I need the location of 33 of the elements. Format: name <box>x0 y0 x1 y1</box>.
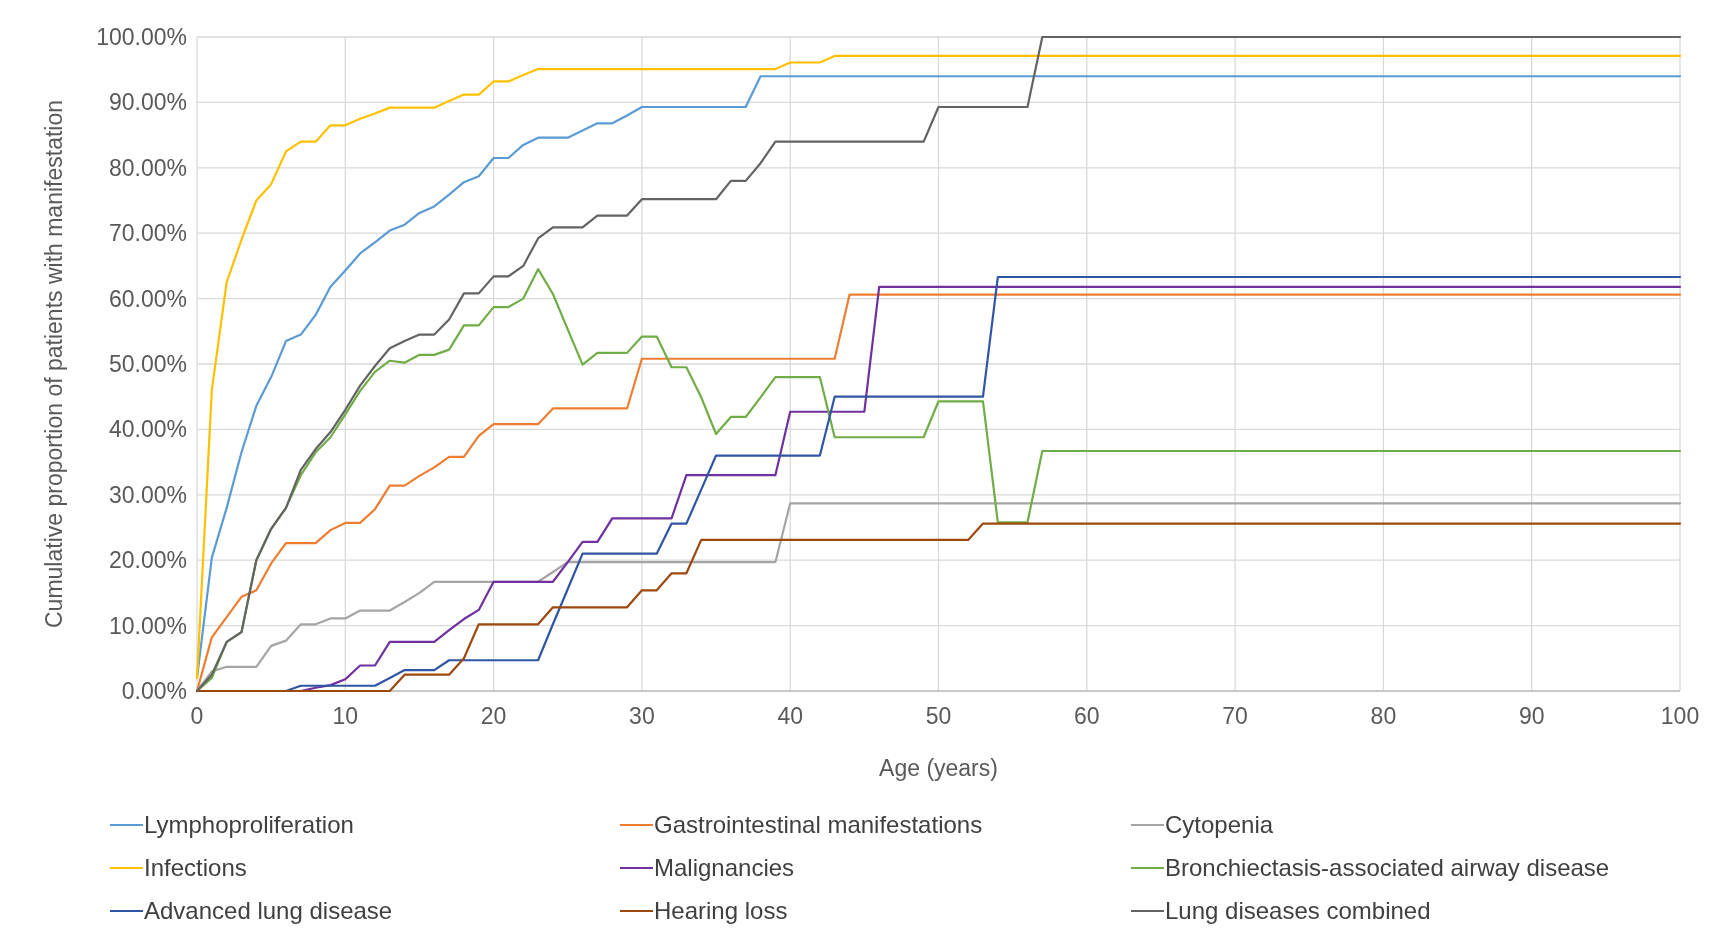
x-tick-label: 10 <box>332 703 359 729</box>
y-axis-title: Cumulative proportion of patients with manifestation <box>41 99 67 629</box>
y-tick-label: 50.00% <box>108 351 187 378</box>
y-tick-label: 90.00% <box>108 89 187 116</box>
legend-label: Lung diseases combined <box>1165 897 1431 925</box>
y-tick-label: 20.00% <box>108 547 187 574</box>
x-axis-title: Age (years) <box>879 755 998 781</box>
x-tick-label: 70 <box>1222 703 1248 729</box>
x-tick-label: 80 <box>1370 703 1397 729</box>
y-tick-label: 40.00% <box>108 416 187 443</box>
y-tick-label: 100.00% <box>96 24 187 51</box>
x-tick-label: 50 <box>925 703 952 729</box>
x-tick-label: 60 <box>1074 703 1100 729</box>
legend-label: Gastrointestinal manifestations <box>654 811 983 839</box>
x-tick-label: 100 <box>1660 703 1700 729</box>
y-tick-label: 60.00% <box>108 285 187 312</box>
x-tick-label: 20 <box>480 703 507 729</box>
legend-label: Malignancies <box>654 854 795 882</box>
y-tick-label: 80.00% <box>108 154 187 181</box>
x-tick-label: 90 <box>1518 703 1545 729</box>
y-tick-label: 0.00% <box>121 678 187 705</box>
legend-label: Cytopenia <box>1165 811 1274 839</box>
x-tick-label: 40 <box>777 703 803 729</box>
legend-label: Hearing loss <box>654 897 788 925</box>
legend-label: Advanced lung disease <box>144 897 393 925</box>
x-tick-label: 30 <box>629 703 655 729</box>
y-tick-label: 70.00% <box>108 220 187 247</box>
x-tick-label: 0 <box>190 703 204 729</box>
y-tick-label: 10.00% <box>108 612 187 639</box>
y-tick-label: 30.00% <box>108 481 187 508</box>
legend-label: Lymphoproliferation <box>144 811 354 839</box>
legend-label: Infections <box>144 854 247 882</box>
legend-label: Bronchiectasis-associated airway disease <box>1165 854 1610 882</box>
